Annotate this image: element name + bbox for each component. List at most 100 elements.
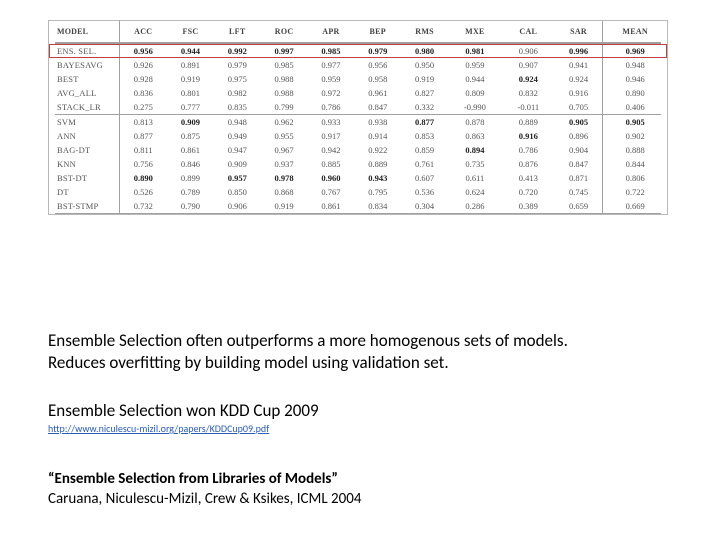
cell-value: 0.861 <box>308 199 355 213</box>
cell-value: 0.944 <box>167 44 214 58</box>
cell-value: 0.846 <box>167 157 214 171</box>
cell-value: 0.992 <box>214 44 261 58</box>
cell-value: 0.943 <box>354 171 401 185</box>
col-metric: MXE <box>448 21 502 42</box>
cell-value: 0.924 <box>502 72 555 86</box>
cell-value: 0.962 <box>261 115 308 129</box>
row-label: STACK_LR <box>49 100 119 114</box>
cell-value: 0.899 <box>167 171 214 185</box>
cell-value: 0.948 <box>603 58 667 72</box>
cell-value: 0.877 <box>401 115 448 129</box>
cell-value: 0.844 <box>603 157 667 171</box>
row-label: BST-STMP <box>49 199 119 213</box>
table-row: BAYESAVG0.9260.8910.9790.9850.9770.9560.… <box>49 58 667 72</box>
table-row: ENS. SEL.0.9560.9440.9920.9970.9850.9790… <box>49 44 667 58</box>
cell-value: 0.944 <box>448 72 502 86</box>
cell-value: 0.888 <box>603 143 667 157</box>
cell-value: 0.871 <box>555 171 603 185</box>
cell-value: 0.761 <box>401 157 448 171</box>
results-table-wrap: MODELACCFSCLFTROCAPRBEPRMSMXECALSARMEAN … <box>48 20 668 215</box>
cell-value: 0.624 <box>448 185 502 199</box>
cell-value: 0.978 <box>261 171 308 185</box>
cell-value: 0.832 <box>502 86 555 100</box>
cell-value: 0.850 <box>214 185 261 199</box>
cell-value: 0.907 <box>502 58 555 72</box>
cell-value: 0.972 <box>308 86 355 100</box>
cell-value: 0.811 <box>119 143 167 157</box>
cell-value: 0.906 <box>214 199 261 213</box>
cell-value: 0.659 <box>555 199 603 213</box>
row-label: ANN <box>49 129 119 143</box>
cell-value: 0.889 <box>502 115 555 129</box>
col-metric: APR <box>308 21 355 42</box>
cell-value: 0.960 <box>308 171 355 185</box>
cell-value: 0.996 <box>555 44 603 58</box>
cell-value: 0.917 <box>308 129 355 143</box>
cell-value: 0.985 <box>308 44 355 58</box>
cell-value: 0.919 <box>401 72 448 86</box>
cell-value: 0.969 <box>603 44 667 58</box>
kdd-heading: Ensemble Selection won KDD Cup 2009 <box>48 400 668 421</box>
cell-value: 0.950 <box>401 58 448 72</box>
cell-value: 0.938 <box>354 115 401 129</box>
cell-value: 0.922 <box>354 143 401 157</box>
citation-authors: Caruana, Niculescu-Mizil, Crew & Ksikes,… <box>48 490 668 508</box>
cell-value: 0.959 <box>448 58 502 72</box>
cell-value: 0.847 <box>555 157 603 171</box>
table-row: BEST0.9280.9190.9750.9880.9590.9580.9190… <box>49 72 667 86</box>
cell-value: 0.933 <box>308 115 355 129</box>
cell-value: 0.942 <box>308 143 355 157</box>
cell-value: 0.980 <box>401 44 448 58</box>
cell-value: 0.959 <box>308 72 355 86</box>
row-label: BAYESAVG <box>49 58 119 72</box>
cell-value: 0.916 <box>555 86 603 100</box>
cell-value: 0.981 <box>448 44 502 58</box>
cell-value: 0.979 <box>214 58 261 72</box>
cell-value: 0.875 <box>167 129 214 143</box>
table-header: MODELACCFSCLFTROCAPRBEPRMSMXECALSARMEAN <box>49 21 667 42</box>
row-label: SVM <box>49 115 119 129</box>
cell-value: 0.801 <box>167 86 214 100</box>
cell-value: 0.705 <box>555 100 603 114</box>
cell-value: 0.789 <box>167 185 214 199</box>
cell-value: 0.909 <box>214 157 261 171</box>
cell-value: 0.536 <box>401 185 448 199</box>
cell-value: 0.958 <box>354 72 401 86</box>
table-row: AVG_ALL0.8360.8010.9820.9880.9720.9610.8… <box>49 86 667 100</box>
cell-value: 0.906 <box>502 44 555 58</box>
col-metric: SAR <box>555 21 603 42</box>
cell-value: 0.406 <box>603 100 667 114</box>
cell-value: 0.919 <box>261 199 308 213</box>
cell-value: 0.890 <box>603 86 667 100</box>
cell-value: 0.806 <box>603 171 667 185</box>
col-metric: BEP <box>354 21 401 42</box>
cell-value: 0.891 <box>167 58 214 72</box>
cell-value: 0.894 <box>448 143 502 157</box>
cell-value: 0.827 <box>401 86 448 100</box>
cell-value: 0.948 <box>214 115 261 129</box>
cell-value: 0.937 <box>261 157 308 171</box>
cell-value: 0.767 <box>308 185 355 199</box>
cell-value: 0.799 <box>261 100 308 114</box>
col-metric: RMS <box>401 21 448 42</box>
cell-value: 0.732 <box>119 199 167 213</box>
cell-value: 0.756 <box>119 157 167 171</box>
table-row: STACK_LR0.2750.7770.8350.7990.7860.8470.… <box>49 100 667 114</box>
table-row: KNN0.7560.8460.9090.9370.8850.8890.7610.… <box>49 157 667 171</box>
cell-value: 0.813 <box>119 115 167 129</box>
cell-value: 0.946 <box>603 72 667 86</box>
table-row: DT0.5260.7890.8500.8680.7670.7950.5360.6… <box>49 185 667 199</box>
table-row: SVM0.8130.9090.9480.9620.9330.9380.8770.… <box>49 115 667 129</box>
cell-value: 0.949 <box>214 129 261 143</box>
cell-value: 0.877 <box>119 129 167 143</box>
cell-value: 0.876 <box>502 157 555 171</box>
cell-value: 0.957 <box>214 171 261 185</box>
cell-value: 0.924 <box>555 72 603 86</box>
citation-title: “Ensemble Selection from Libraries of Mo… <box>48 470 668 488</box>
paper-link[interactable]: http://www.niculescu-mizil.org/papers/KD… <box>48 422 668 435</box>
cell-value: 0.890 <box>119 171 167 185</box>
cell-value: 0.988 <box>261 86 308 100</box>
cell-value: 0.853 <box>401 129 448 143</box>
cell-value: 0.885 <box>308 157 355 171</box>
cell-value: 0.955 <box>261 129 308 143</box>
